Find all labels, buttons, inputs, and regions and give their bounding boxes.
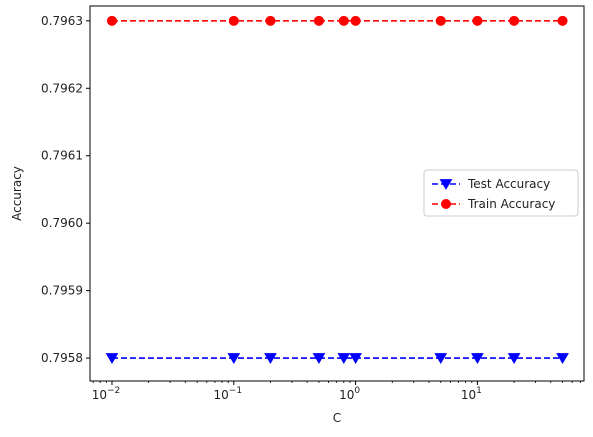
data-point (105, 353, 119, 365)
x-tick-base: 10 (461, 388, 476, 402)
data-point (106, 15, 117, 26)
legend-marker (441, 199, 451, 209)
x-tick-base: 10 (92, 388, 107, 402)
data-point (471, 353, 484, 365)
x-tick-label: 101 (461, 386, 482, 402)
legend: Test Accuracy Train Accuracy (423, 169, 579, 217)
legend-marker (439, 179, 453, 190)
data-point (312, 353, 326, 365)
y-tick-label: 0.7961 (41, 149, 83, 163)
x-tick-label: 10−1 (214, 386, 243, 402)
legend-entry: Test Accuracy (432, 177, 550, 191)
data-point (557, 15, 568, 26)
x-axis-ticks: 10−2 10−1 100 101 (92, 381, 581, 402)
data-point (350, 15, 361, 26)
legend-label: Train Accuracy (467, 197, 555, 211)
data-point (313, 15, 324, 26)
x-tick-exponent: 0 (354, 386, 360, 396)
y-tick-label: 0.7959 (41, 284, 83, 298)
legend-box (423, 169, 579, 217)
data-point (337, 353, 351, 365)
data-point (228, 15, 239, 26)
y-tick-label: 0.7958 (41, 351, 83, 365)
series-train-accuracy (106, 15, 568, 26)
data-point (227, 353, 241, 365)
data-point (434, 353, 448, 365)
y-axis-label: Accuracy (10, 166, 24, 221)
data-point (265, 15, 276, 26)
x-axis-label: C (333, 411, 341, 425)
y-tick-label: 0.7963 (41, 14, 83, 28)
legend-entry: Train Accuracy (432, 197, 555, 211)
y-axis-ticks: 0.7958 0.7959 0.7960 0.7961 0.7962 0.7963 (41, 14, 90, 365)
data-point (264, 353, 277, 365)
data-point (472, 15, 483, 26)
x-tick-base: 10 (214, 388, 229, 402)
data-point (556, 353, 569, 365)
x-tick-label: 10−2 (92, 386, 121, 402)
x-tick-label: 100 (339, 386, 360, 402)
series-layer (105, 15, 569, 365)
data-point (509, 15, 520, 26)
y-tick-label: 0.7962 (41, 81, 83, 95)
x-tick-base: 10 (339, 388, 354, 402)
x-tick-exponent: −1 (229, 386, 242, 396)
data-point (435, 15, 446, 26)
x-tick-exponent: 1 (476, 386, 482, 396)
legend-label: Test Accuracy (467, 177, 550, 191)
x-tick-exponent: −2 (107, 386, 120, 396)
data-point (507, 353, 521, 365)
data-point (338, 15, 349, 26)
data-point (349, 353, 362, 365)
series-test-accuracy (105, 353, 569, 365)
y-tick-label: 0.7960 (41, 216, 83, 230)
